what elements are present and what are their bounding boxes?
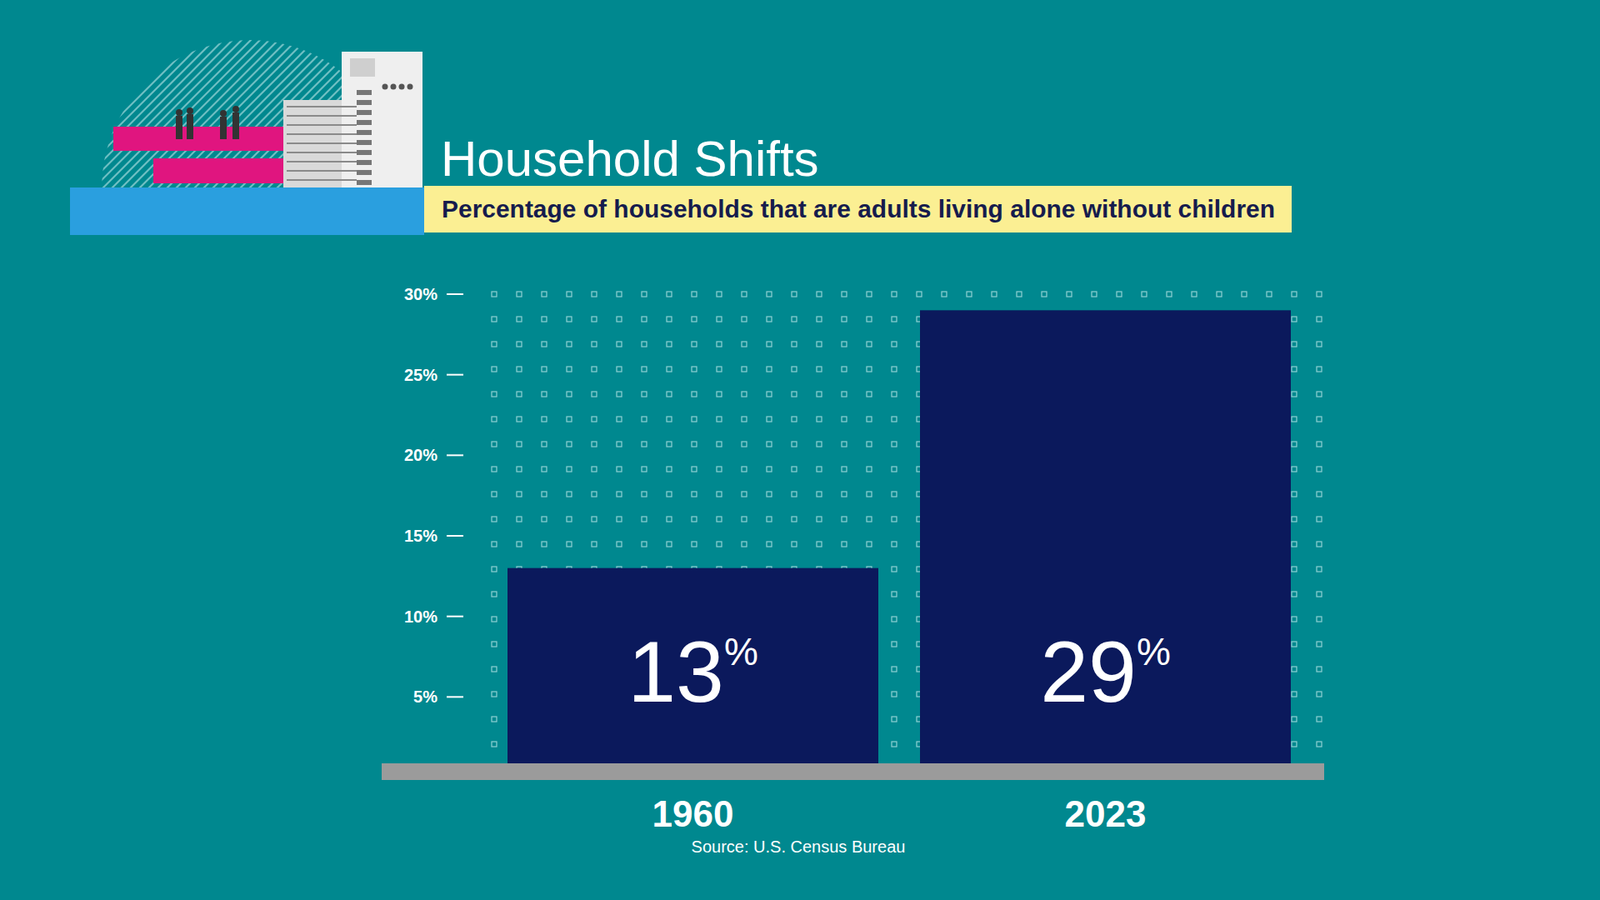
hatch-line — [0, 33, 166, 200]
building-window — [356, 130, 372, 135]
building-floor — [286, 105, 357, 108]
building-floor — [286, 115, 357, 117]
building-window — [382, 84, 389, 90]
hatch-line — [8, 33, 175, 200]
subtitle: Percentage of households that are adults… — [441, 195, 1275, 223]
building-window — [356, 180, 372, 185]
building-window — [407, 84, 414, 90]
hatch-line — [0, 33, 130, 200]
building-floor — [286, 179, 357, 181]
y-tick-label: 20% — [404, 445, 438, 465]
data-label-unit: % — [724, 630, 759, 674]
data-label: 13% — [627, 623, 759, 720]
data-label-number: 29 — [1040, 623, 1137, 720]
data-label-number: 13 — [627, 623, 725, 720]
building-window — [356, 110, 372, 115]
hatch-line — [0, 33, 84, 200]
y-tick — [446, 374, 464, 376]
building-floor — [286, 142, 357, 145]
blue-bar — [70, 187, 425, 235]
y-tick-label: 30% — [404, 285, 438, 304]
building-window — [356, 90, 372, 95]
pink-bar — [153, 158, 289, 184]
y-tick — [446, 293, 464, 295]
y-tick — [446, 695, 464, 698]
y-tick — [446, 615, 464, 618]
y-tick-label: 10% — [404, 607, 438, 626]
x-tick-label: 1960 — [652, 793, 735, 835]
y-tick-label: 15% — [404, 526, 438, 545]
person-body — [186, 114, 194, 140]
bar — [920, 310, 1291, 778]
chart: Household Shifts Percentage of households… — [0, 0, 1600, 900]
building-window — [356, 140, 372, 145]
hatch-line — [274, 33, 441, 200]
hatch-line — [265, 33, 432, 200]
building-window — [356, 100, 372, 105]
building-window — [356, 120, 372, 125]
building-tower — [341, 51, 423, 188]
building-window — [399, 84, 405, 90]
building-window — [356, 160, 372, 165]
building-floor — [286, 133, 357, 135]
building-floor — [286, 124, 357, 126]
pink-bar — [113, 126, 289, 151]
hatch-line — [127, 33, 295, 200]
data-label: 29% — [1040, 623, 1171, 720]
building-window — [390, 84, 397, 90]
building-top — [350, 58, 375, 77]
y-tick — [446, 454, 464, 456]
person-head — [232, 105, 240, 113]
y-tick-label: 5% — [413, 687, 438, 706]
hatch-line — [0, 33, 120, 200]
person-body — [175, 115, 183, 140]
person-body — [232, 112, 240, 140]
hatch-line — [283, 33, 450, 200]
y-tick — [446, 535, 464, 537]
y-tick-label: 25% — [404, 365, 438, 385]
background — [0, 0, 1600, 900]
x-tick-label: 2023 — [1065, 793, 1147, 835]
source: Source: U.S. Census Bureau — [691, 837, 906, 856]
data-label-unit: % — [1136, 630, 1171, 674]
bars — [507, 310, 1291, 778]
y-axis: 5% 10% 15% 20% 25% 30% — [404, 285, 464, 706]
hatch-line — [0, 33, 111, 200]
person-head — [175, 109, 183, 116]
hatch-line — [0, 33, 93, 200]
building-floor — [286, 151, 357, 154]
building-window — [356, 150, 372, 155]
subtitle-box — [424, 185, 1292, 233]
person-head — [220, 110, 227, 117]
hatch-line — [0, 33, 102, 200]
building-floor — [286, 170, 357, 172]
person-body — [220, 116, 227, 140]
hatch-line — [136, 33, 304, 200]
title: Household Shifts — [440, 130, 820, 187]
hatch-line — [0, 33, 139, 200]
building-window — [356, 170, 372, 175]
bar — [507, 568, 879, 778]
building — [283, 51, 423, 188]
building-floor — [286, 160, 357, 163]
baseline — [381, 763, 1325, 780]
person-head — [186, 107, 194, 115]
